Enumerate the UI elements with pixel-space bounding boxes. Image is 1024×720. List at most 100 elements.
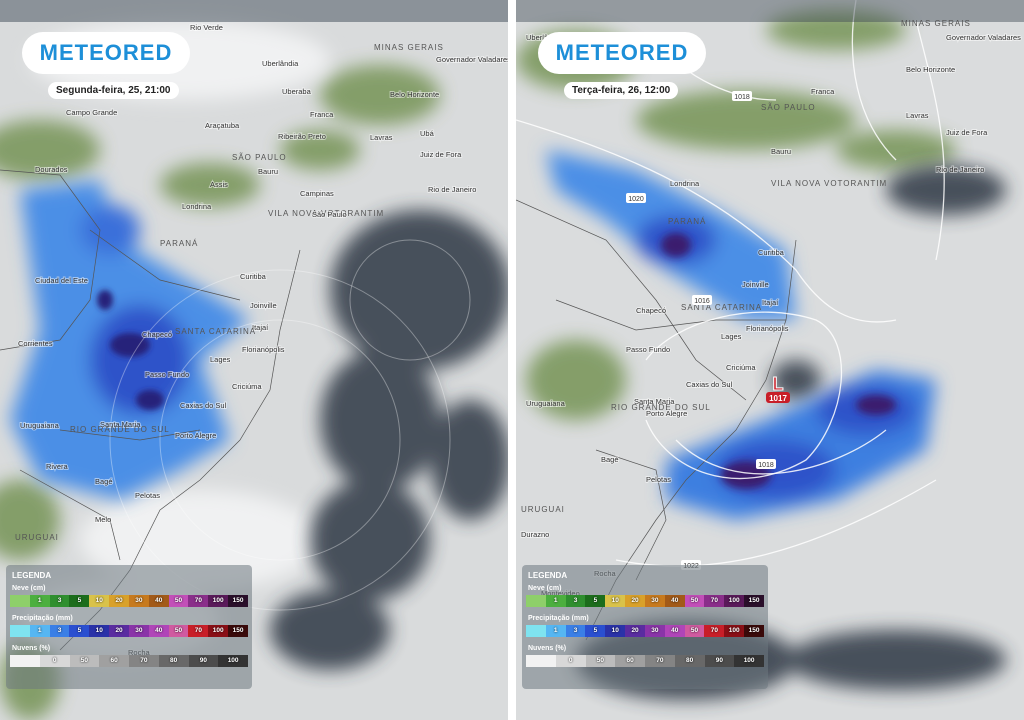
legend-cell: 150 [228,625,248,637]
legend-scale: 0 50 60 70 80 90 100 [10,655,248,667]
isobar-label: 1018 [734,94,750,101]
logo: METEORED [22,32,190,74]
isobar-label: 1018 [758,462,774,469]
state-label: MINAS GERAIS [374,43,444,52]
state-label: MINAS GERAIS [901,19,971,28]
timestamp: Segunda-feira, 25, 21:00 [48,82,179,99]
legend-cell: 20 [625,625,645,637]
legend-cell: 100 [724,625,745,637]
legend-cell: 1 [29,625,50,637]
place-label: Belo Horizonte [390,90,439,99]
legend-cell: 30 [644,595,665,607]
legend-cell: 30 [644,625,665,637]
legend-cell: 5 [585,595,606,607]
legend-cell: 3 [49,595,70,607]
place-label: Passo Fundo [145,370,189,379]
place-label: Curitiba [240,272,267,281]
place-label: Corrientes [18,339,53,348]
place-label: Rio de Janeiro [428,185,476,194]
legend-cell [10,595,30,607]
state-label: VILA NOVA VOTORANTIM [268,209,384,218]
legend-cell: 150 [744,625,764,637]
legend-cell: 90 [188,655,219,667]
state-label: URUGUAI [521,505,565,514]
place-label: Itajaí [762,298,779,307]
place-label: Franca [310,110,334,119]
legend-cell [526,595,546,607]
legend-cell: 40 [664,595,685,607]
place-label: Campo Grande [66,108,117,117]
legend-scale: 1 3 5 10 20 30 40 50 70 100 150 [526,625,764,637]
legend-cell: 70 [704,595,725,607]
state-label: SANTA CATARINA [681,303,762,312]
legend-cell: 50 [168,595,189,607]
legend-cell: 10 [89,595,110,607]
place-label: Juiz de Fora [420,150,462,159]
isobar-label-bg [626,193,646,203]
place-label: Ubá [420,129,435,138]
place-label: Ribeirão Preto [278,132,326,141]
place-label: Araçatuba [205,121,240,130]
place-label: Porto Alegre [175,431,216,440]
place-label: Bagé [601,455,619,464]
state-label: VILA NOVA VOTORANTIM [771,179,887,188]
place-label: Belo Horizonte [906,65,955,74]
legend-cell: 1 [545,595,566,607]
legend-cell [10,655,40,667]
legend-cell: 70 [129,655,159,667]
legend-cell: 50 [168,625,189,637]
legend-cell: 70 [704,625,725,637]
isobar-label: 1020 [628,196,644,203]
legend-cell: 100 [208,625,229,637]
legend-cell: 10 [605,595,626,607]
legend-cell: 70 [645,655,675,667]
place-label: Rio Verde [190,23,223,32]
legend-cell: 40 [664,625,685,637]
place-label: Londrina [670,179,700,188]
low-pressure: 1017 [769,394,787,403]
legend-cell: 5 [585,625,606,637]
place-label: Bagé [95,477,113,486]
map-panel: Rio Verde Uberlândia Uberaba MINAS GERAIS Go… [0,0,508,720]
legend-cell: 60 [615,655,645,667]
place-label: Curitiba [758,248,785,257]
legend-cell: 100 [208,595,229,607]
place-label: Uruguaiana [526,399,566,408]
legend-cell: 0 [555,655,586,667]
legend: LEGENDA Neve (cm) 1 3 5 10 20 30 40 50 70 100 150 Pre… [522,565,768,689]
legend-cell: 10 [605,625,626,637]
place-label: Pelotas [646,475,671,484]
legend-title: LEGENDA [528,571,568,580]
legend-scale: 0 50 60 70 80 90 100 [526,655,764,667]
place-label: Dourados [35,165,68,174]
place-label: Governador Valadares [436,55,508,64]
state-label: RIO GRANDE DO SUL [70,425,170,434]
low-symbol: L [773,374,784,394]
legend-cell: 3 [565,625,586,637]
place-label: Joinville [250,301,277,310]
legend-cell: 5 [69,625,90,637]
legend-cell: 70 [188,625,209,637]
legend-scale: 1 3 5 10 20 30 40 50 70 100 150 [10,595,248,607]
legend-cell: 60 [99,655,129,667]
place-label: Lages [210,355,231,364]
legend-cell: 50 [684,625,705,637]
legend-label: Nuvens (%) [528,645,567,652]
place-label: Governador Valadares [946,33,1021,42]
place-label: Itajaí [252,323,269,332]
legend-cell: 3 [565,595,586,607]
legend-cell: 20 [109,625,129,637]
legend-cell: 100 [724,595,745,607]
place-label: Pelotas [135,491,160,500]
logo: METEORED [538,32,706,74]
legend-label: Precipitação (mm) [528,615,589,622]
place-label: Passo Fundo [626,345,670,354]
place-label: Londrina [182,202,212,211]
isobar-label-bg [692,295,712,305]
place-label: Florianópolis [746,324,789,333]
legend: LEGENDA Neve (cm) 1 3 5 10 20 30 40 50 70 100 150 Pre… [6,565,252,689]
place-label: Joinville [742,280,769,289]
place-label: Uberaba [282,87,312,96]
state-label: SANTA CATARINA [175,327,256,336]
